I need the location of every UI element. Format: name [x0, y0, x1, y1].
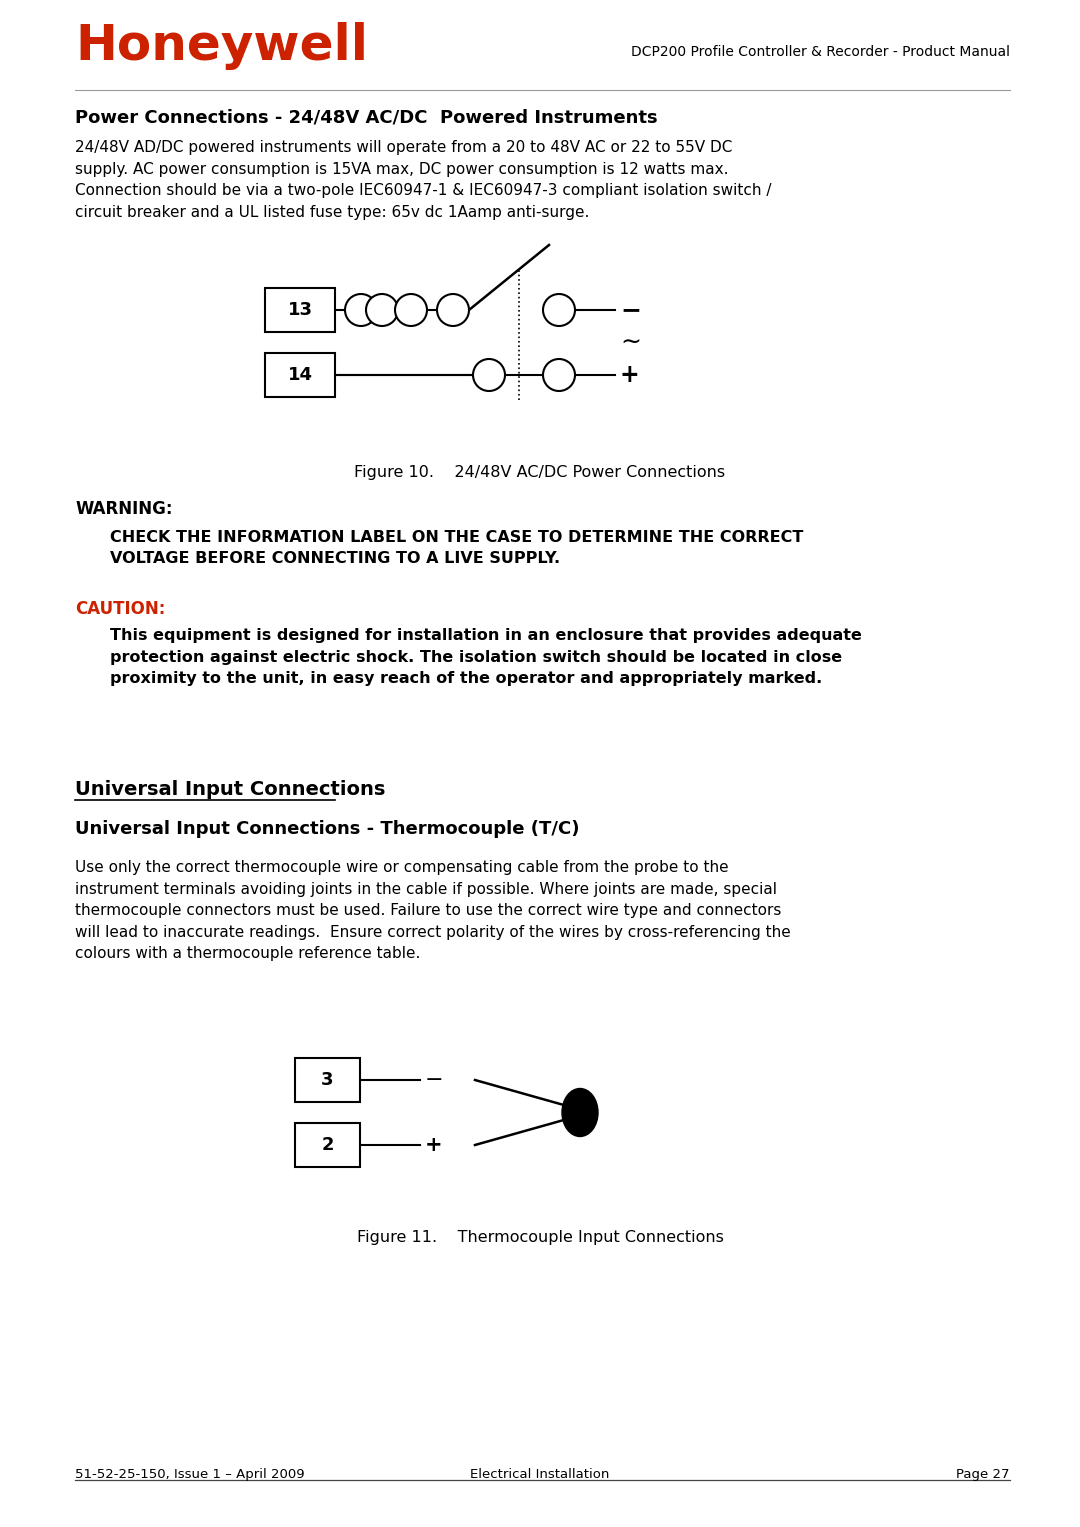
Circle shape — [437, 295, 469, 325]
Text: CHECK THE INFORMATION LABEL ON THE CASE TO DETERMINE THE CORRECT
VOLTAGE BEFORE : CHECK THE INFORMATION LABEL ON THE CASE … — [110, 530, 804, 567]
Text: Universal Input Connections - Thermocouple (T/C): Universal Input Connections - Thermocoup… — [75, 820, 580, 838]
Text: 3: 3 — [321, 1070, 334, 1089]
Text: This equipment is designed for installation in an enclosure that provides adequa: This equipment is designed for installat… — [110, 628, 862, 686]
Text: Power Connections - 24/48V AC/DC  Powered Instruments: Power Connections - 24/48V AC/DC Powered… — [75, 108, 658, 127]
Text: +: + — [620, 363, 639, 386]
Circle shape — [543, 359, 575, 391]
Ellipse shape — [562, 1089, 598, 1136]
Text: 51-52-25-150, Issue 1 – April 2009: 51-52-25-150, Issue 1 – April 2009 — [75, 1467, 305, 1481]
Text: Page 27: Page 27 — [957, 1467, 1010, 1481]
Circle shape — [395, 295, 427, 325]
Text: Figure 10.    24/48V AC/DC Power Connections: Figure 10. 24/48V AC/DC Power Connection… — [354, 466, 726, 479]
Text: Use only the correct thermocouple wire or compensating cable from the probe to t: Use only the correct thermocouple wire o… — [75, 860, 791, 962]
Text: Figure 11.    Thermocouple Input Connections: Figure 11. Thermocouple Input Connection… — [356, 1231, 724, 1245]
Text: Electrical Installation: Electrical Installation — [470, 1467, 610, 1481]
Text: ∼: ∼ — [620, 330, 642, 354]
Text: 24/48V AD/DC powered instruments will operate from a 20 to 48V AC or 22 to 55V D: 24/48V AD/DC powered instruments will op… — [75, 140, 771, 220]
Bar — [265, 289, 335, 331]
Text: −: − — [426, 1070, 444, 1090]
Text: 2: 2 — [321, 1136, 334, 1154]
Circle shape — [345, 295, 377, 325]
Text: Universal Input Connections: Universal Input Connections — [75, 780, 386, 799]
Circle shape — [473, 359, 505, 391]
Text: WARNING:: WARNING: — [75, 499, 173, 518]
Circle shape — [366, 295, 399, 325]
Text: 14: 14 — [287, 366, 312, 383]
Text: Honeywell: Honeywell — [75, 21, 368, 70]
Bar — [295, 1122, 360, 1167]
Text: CAUTION:: CAUTION: — [75, 600, 165, 618]
Bar — [295, 1058, 360, 1102]
Circle shape — [543, 295, 575, 325]
Text: DCP200 Profile Controller & Recorder - Product Manual: DCP200 Profile Controller & Recorder - P… — [631, 44, 1010, 60]
Text: −: − — [620, 298, 642, 322]
Bar — [265, 353, 335, 397]
Text: 13: 13 — [287, 301, 312, 319]
Text: +: + — [426, 1135, 443, 1154]
